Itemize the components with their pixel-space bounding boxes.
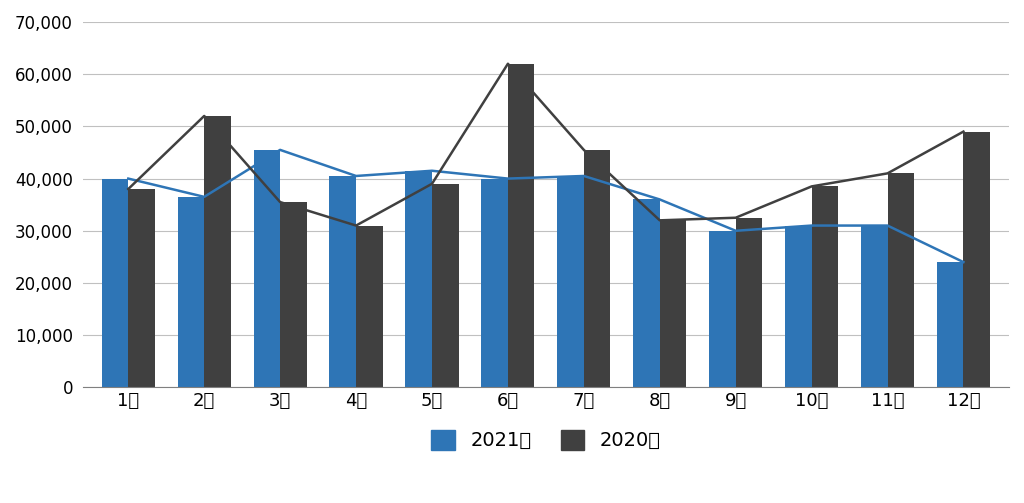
Bar xyxy=(356,225,383,387)
Bar xyxy=(128,189,155,387)
Bar xyxy=(406,171,432,387)
Bar xyxy=(281,202,307,387)
Bar xyxy=(432,184,459,387)
Bar xyxy=(709,231,735,387)
Bar xyxy=(633,200,659,387)
Bar xyxy=(557,176,584,387)
Bar xyxy=(508,64,535,387)
Legend: 2021년, 2020년: 2021년, 2020년 xyxy=(424,422,669,458)
Bar xyxy=(735,218,762,387)
Bar xyxy=(812,187,839,387)
Bar xyxy=(254,150,281,387)
Bar xyxy=(204,116,230,387)
Bar xyxy=(101,179,128,387)
Bar xyxy=(937,262,964,387)
Bar xyxy=(584,150,610,387)
Bar xyxy=(659,220,686,387)
Bar xyxy=(861,225,888,387)
Bar xyxy=(785,225,812,387)
Bar xyxy=(177,197,204,387)
Bar xyxy=(888,174,914,387)
Bar xyxy=(481,179,508,387)
Bar xyxy=(964,132,990,387)
Bar xyxy=(330,176,356,387)
